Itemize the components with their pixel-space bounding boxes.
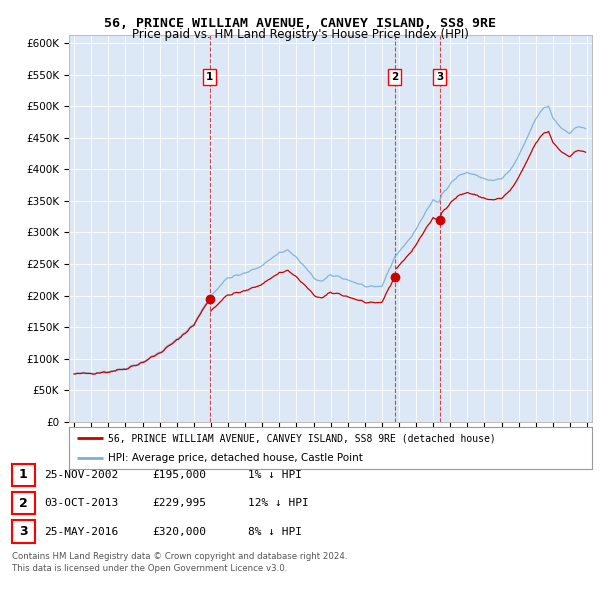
Text: 1% ↓ HPI: 1% ↓ HPI — [248, 470, 302, 480]
Text: HPI: Average price, detached house, Castle Point: HPI: Average price, detached house, Cast… — [108, 453, 363, 463]
Text: Price paid vs. HM Land Registry's House Price Index (HPI): Price paid vs. HM Land Registry's House … — [131, 28, 469, 41]
Text: 03-OCT-2013: 03-OCT-2013 — [44, 499, 118, 508]
Text: 1: 1 — [206, 72, 213, 82]
Text: £229,995: £229,995 — [152, 499, 206, 508]
Text: 3: 3 — [19, 525, 28, 538]
Text: 25-NOV-2002: 25-NOV-2002 — [44, 470, 118, 480]
Text: 3: 3 — [436, 72, 443, 82]
Text: £195,000: £195,000 — [152, 470, 206, 480]
Text: 2: 2 — [19, 497, 28, 510]
Text: £320,000: £320,000 — [152, 527, 206, 536]
Text: 25-MAY-2016: 25-MAY-2016 — [44, 527, 118, 536]
Text: 8% ↓ HPI: 8% ↓ HPI — [248, 527, 302, 536]
Text: This data is licensed under the Open Government Licence v3.0.: This data is licensed under the Open Gov… — [12, 564, 287, 573]
Text: 1: 1 — [19, 468, 28, 481]
Text: 12% ↓ HPI: 12% ↓ HPI — [248, 499, 308, 508]
Text: 56, PRINCE WILLIAM AVENUE, CANVEY ISLAND, SS8 9RE (detached house): 56, PRINCE WILLIAM AVENUE, CANVEY ISLAND… — [108, 433, 496, 443]
Text: 2: 2 — [391, 72, 398, 82]
Text: Contains HM Land Registry data © Crown copyright and database right 2024.: Contains HM Land Registry data © Crown c… — [12, 552, 347, 561]
Text: 56, PRINCE WILLIAM AVENUE, CANVEY ISLAND, SS8 9RE: 56, PRINCE WILLIAM AVENUE, CANVEY ISLAND… — [104, 17, 496, 30]
